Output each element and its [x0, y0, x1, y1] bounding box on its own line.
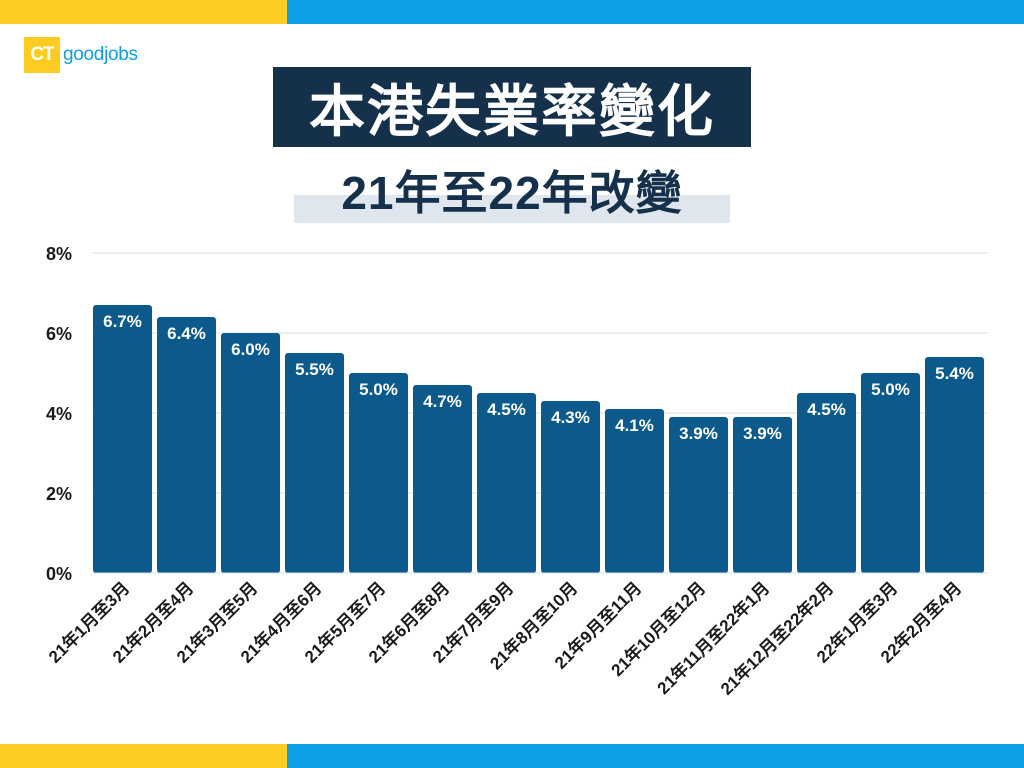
bar	[413, 385, 472, 573]
chart-subtitle: 21年至22年改變	[341, 167, 683, 219]
bar	[733, 417, 792, 573]
bar	[669, 417, 728, 573]
logo-mark: CT	[24, 37, 60, 73]
ctgoodjobs-logo: CT goodjobs	[24, 37, 138, 73]
bar-value-label: 3.9%	[679, 424, 718, 443]
top-band-yellow	[0, 0, 287, 24]
logo-text: goodjobs	[63, 44, 138, 65]
bar-value-label: 4.3%	[551, 408, 590, 427]
y-tick-label: 8%	[46, 244, 72, 264]
y-tick-label: 2%	[46, 484, 72, 504]
bar-value-label: 6.0%	[231, 340, 270, 359]
bar	[925, 357, 984, 573]
x-tick-label: 21年12月至22年2月	[716, 578, 837, 699]
bar-value-label: 4.7%	[423, 392, 462, 411]
top-color-band	[0, 0, 1024, 24]
y-tick-label: 4%	[46, 404, 72, 424]
chart-title: 本港失業率變化	[273, 67, 751, 147]
bar	[285, 353, 344, 573]
bar-value-label: 6.7%	[103, 312, 142, 331]
bar-value-label: 3.9%	[743, 424, 782, 443]
bar-value-label: 5.4%	[935, 364, 974, 383]
bar-value-label: 5.0%	[359, 380, 398, 399]
bar	[797, 393, 856, 573]
y-tick-label: 0%	[46, 564, 72, 584]
bar	[861, 373, 920, 573]
bar	[541, 401, 600, 573]
bar-value-label: 6.4%	[167, 324, 206, 343]
y-tick-label: 6%	[46, 324, 72, 344]
bar-value-label: 4.5%	[807, 400, 846, 419]
bar	[221, 333, 280, 573]
bar	[93, 305, 152, 573]
top-band-blue	[287, 0, 1024, 24]
x-tick-label: 21年11月至22年1月	[653, 578, 773, 698]
subtitle-highlight	[294, 195, 730, 223]
bottom-color-band	[0, 744, 1024, 768]
bar-value-label: 4.1%	[615, 416, 654, 435]
bar-value-label: 5.5%	[295, 360, 334, 379]
bottom-band-yellow	[0, 744, 287, 768]
bar	[157, 317, 216, 573]
bar-value-label: 5.0%	[871, 380, 910, 399]
bar	[477, 393, 536, 573]
bottom-band-blue	[287, 744, 1024, 768]
bar	[605, 409, 664, 573]
bar-value-label: 4.5%	[487, 400, 526, 419]
bar	[349, 373, 408, 573]
